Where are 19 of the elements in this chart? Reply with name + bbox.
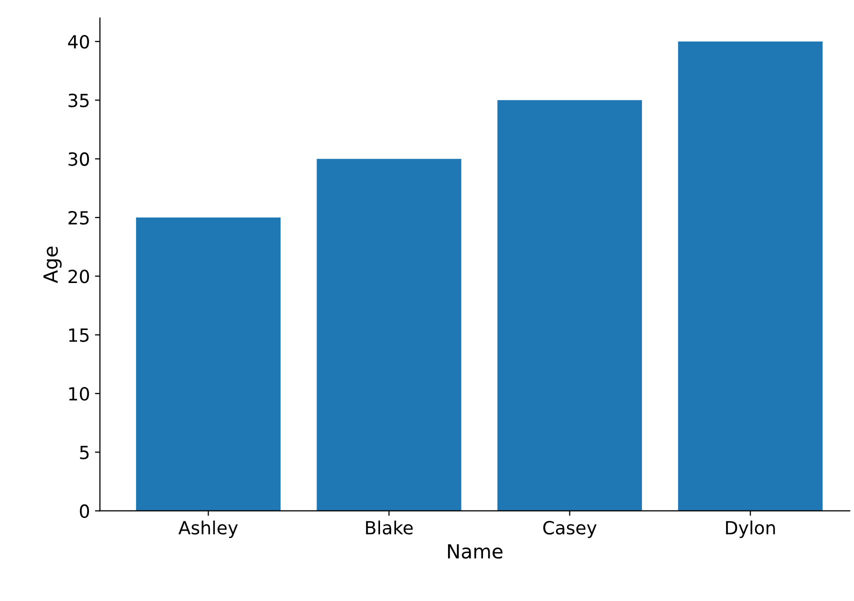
y-axis-title: Age bbox=[43, 246, 62, 284]
y-tick-label: 0 bbox=[80, 504, 89, 518]
bar bbox=[497, 100, 642, 511]
y-tick-label: 30 bbox=[68, 152, 89, 166]
bar bbox=[136, 218, 281, 511]
y-tick-label: 15 bbox=[69, 328, 89, 342]
bar bbox=[678, 42, 823, 511]
x-tick-label: Ashley bbox=[178, 520, 238, 538]
y-tick-label: 10 bbox=[69, 386, 89, 401]
y-tick-label: 5 bbox=[80, 446, 89, 460]
x-tick-label: Blake bbox=[366, 520, 413, 535]
x-tick-label: Dylon bbox=[726, 520, 775, 538]
x-tick-label: Casey bbox=[543, 520, 597, 538]
y-tick-label: 40 bbox=[68, 34, 89, 49]
y-tick-label: 20 bbox=[68, 270, 89, 284]
x-axis-title: Name bbox=[448, 544, 502, 559]
bar bbox=[316, 158, 462, 511]
y-tick-label: 25 bbox=[68, 210, 89, 225]
y-tick-label: 35 bbox=[68, 94, 89, 108]
